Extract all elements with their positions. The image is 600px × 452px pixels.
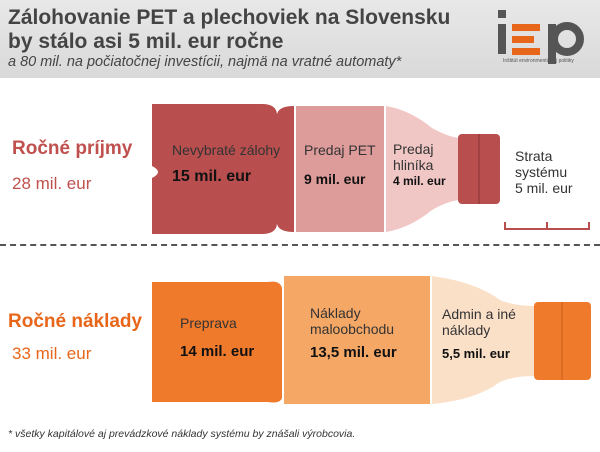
- cost-total: 33 mil. eur: [12, 344, 92, 363]
- cost-label: Ročné náklady: [8, 311, 143, 332]
- cost-segment-transport: [152, 281, 282, 403]
- cost-seg2-label: Náklady maloobchodu: [310, 305, 395, 337]
- section-divider: [0, 244, 600, 246]
- cost-seg1-value: 14 mil. eur: [180, 343, 255, 360]
- revenue-total: 28 mil. eur: [12, 174, 92, 193]
- revenue-seg2-label: Predaj PET: [304, 142, 376, 158]
- revenue-segment-aluminium-sales: [386, 106, 458, 232]
- revenue-label: Ročné príjmy: [12, 138, 133, 159]
- logo-caption: Inštitút environmentálnej politiky: [503, 58, 574, 64]
- revenue-seg2-value: 9 mil. eur: [304, 171, 366, 187]
- cost-segment-retail: [284, 276, 430, 404]
- loss-label: Strata systému: [515, 148, 568, 180]
- iep-logo: [498, 10, 584, 64]
- cost-seg1-label: Preprava: [180, 315, 237, 331]
- revenue-segment-uncollected-deposits: [152, 104, 294, 234]
- cost-seg3-label: Admin a iné náklady: [442, 306, 516, 338]
- revenue-seg1-label: Nevybraté zálohy: [172, 142, 281, 158]
- cost-seg3-value: 5,5 mil. eur: [442, 346, 510, 361]
- revenue-segment-pet-sales: [296, 106, 384, 232]
- loss-value: 5 mil. eur: [515, 180, 573, 196]
- revenue-seg3-value: 4 mil. eur: [393, 174, 446, 188]
- revenue-seg3-label: Predaj hliníka: [393, 141, 434, 173]
- footnote: * všetky kapitálové aj prevádzkové nákla…: [8, 428, 356, 440]
- page-title: Zálohovanie PET a plechoviek na Slovensk…: [8, 6, 451, 53]
- revenue-seg1-value: 15 mil. eur: [172, 168, 252, 185]
- page-subtitle: a 80 mil. na počiatočnej investícii, naj…: [8, 54, 402, 70]
- cost-seg2-value: 13,5 mil. eur: [310, 344, 397, 361]
- cost-segment-admin: [432, 276, 534, 404]
